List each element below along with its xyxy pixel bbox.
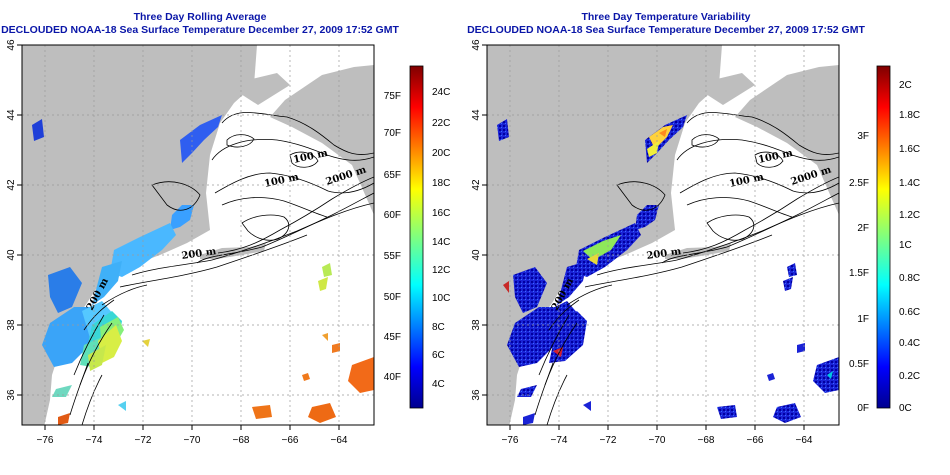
left-cb-f-65: 65F <box>384 170 401 181</box>
right-map-title-line1: Three Day Temperature Variability <box>581 11 751 23</box>
right-cb-c-1.4: 1.4C <box>899 178 920 189</box>
left-lat-tick-44: 44 <box>6 109 17 121</box>
left-cb-c-22: 22C <box>432 118 450 129</box>
left-cb-f-40: 40F <box>384 372 401 383</box>
left-lat-tick-36: 36 <box>6 389 17 401</box>
right-cb-c-0.8: 0.8C <box>899 273 920 284</box>
left-lon-tick-70: −70 <box>184 435 201 446</box>
isobath-label-left-4: 200 m <box>181 246 218 262</box>
right-cb-c-0.2: 0.2C <box>899 371 920 382</box>
right-lat-tick-46: 46 <box>471 39 482 51</box>
left-colorbar: 24C 22C 20C 18C 16C 14C 12C 10C 8C 6C 4C… <box>384 65 450 409</box>
left-cb-f-50: 50F <box>384 292 401 303</box>
right-cb-c-0: 0C <box>899 403 912 414</box>
right-map: 100 m 100 m 2000 m 200 m 200 m <box>471 39 920 446</box>
right-map-frame <box>486 44 840 426</box>
right-cb-f-1: 1F <box>857 314 869 325</box>
left-lon-tick-72: −72 <box>135 435 152 446</box>
left-lat-tick-40: 40 <box>6 249 17 261</box>
left-map-frame <box>21 44 375 426</box>
left-grid <box>22 45 374 425</box>
right-cb-f-3: 3F <box>857 131 869 142</box>
right-lon-tick-74: −74 <box>551 435 568 446</box>
right-cb-c-1.2: 1.2C <box>899 210 920 221</box>
right-lat-tick-38: 38 <box>471 319 482 331</box>
left-lat-tick-38: 38 <box>6 319 17 331</box>
left-cb-c-8: 8C <box>432 322 445 333</box>
right-lat-tick-36: 36 <box>471 389 482 401</box>
left-cb-c-16: 16C <box>432 208 450 219</box>
left-cb-f-45: 45F <box>384 332 401 343</box>
right-cb-c-1: 1C <box>899 240 912 251</box>
right-lon-tick-70: −70 <box>649 435 666 446</box>
left-cb-f-55: 55F <box>384 251 401 262</box>
right-cb-c-2: 2C <box>899 80 912 91</box>
right-lon-tick-76: −76 <box>502 435 519 446</box>
left-lon-tick-66: −66 <box>282 435 299 446</box>
right-cb-f-2: 2F <box>857 223 869 234</box>
left-cb-f-75: 75F <box>384 91 401 102</box>
right-cb-f-0: 0F <box>857 403 869 414</box>
right-colorbar: 2C 1.8C 1.6C 1.4C 1.2C 1C 0.8C 0.6C 0.4C… <box>849 65 920 414</box>
right-lon-tick-66: −66 <box>747 435 764 446</box>
left-cb-c-18: 18C <box>432 178 450 189</box>
right-cb-f-1.5: 1.5F <box>849 268 869 279</box>
left-lon-tick-64: −64 <box>331 435 348 446</box>
left-cb-c-20: 20C <box>432 148 450 159</box>
right-grid <box>487 45 839 425</box>
left-lon-tick-74: −74 <box>86 435 103 446</box>
left-lon-tick-76: −76 <box>37 435 54 446</box>
right-cb-f-2.5: 2.5F <box>849 178 869 189</box>
right-cb-f-0.5: 0.5F <box>849 359 869 370</box>
left-cb-f-60: 60F <box>384 210 401 221</box>
left-map-title: Three Day Rolling Average DECLOUDED NOAA… <box>0 11 400 37</box>
left-sst-data <box>32 115 374 425</box>
right-cb-c-1.8: 1.8C <box>899 110 920 121</box>
right-lat-tick-42: 42 <box>471 179 482 191</box>
left-lon-tick-68: −68 <box>233 435 250 446</box>
right-cb-c-0.6: 0.6C <box>899 307 920 318</box>
left-cb-c-10: 10C <box>432 293 450 304</box>
right-lon-tick-64: −64 <box>796 435 813 446</box>
isobath-label-right-4: 200 m <box>646 246 683 262</box>
right-lon-tick-68: −68 <box>698 435 715 446</box>
left-map: 100 m 100 m 2000 m 200 m 200 m <box>6 39 450 446</box>
right-map-title: Three Day Temperature Variability DECLOU… <box>466 11 866 37</box>
left-cb-c-24: 24C <box>432 87 450 98</box>
left-lat-tick-46: 46 <box>6 39 17 51</box>
right-lon-tick-72: −72 <box>600 435 617 446</box>
left-cb-c-12: 12C <box>432 265 450 276</box>
left-map-title-line2: DECLOUDED NOAA-18 Sea Surface Temperatur… <box>1 24 399 36</box>
left-cb-c-6: 6C <box>432 350 445 361</box>
right-cb-c-1.6: 1.6C <box>899 144 920 155</box>
right-lat-tick-44: 44 <box>471 109 482 121</box>
right-lat-tick-40: 40 <box>471 249 482 261</box>
right-cb-c-0.4: 0.4C <box>899 338 920 349</box>
right-map-title-line2: DECLOUDED NOAA-18 Sea Surface Temperatur… <box>467 24 865 36</box>
left-cb-c-4: 4C <box>432 379 445 390</box>
left-cb-f-70: 70F <box>384 128 401 139</box>
left-cb-c-14: 14C <box>432 237 450 248</box>
left-lat-tick-42: 42 <box>6 179 17 191</box>
left-map-title-line1: Three Day Rolling Average <box>133 11 267 23</box>
